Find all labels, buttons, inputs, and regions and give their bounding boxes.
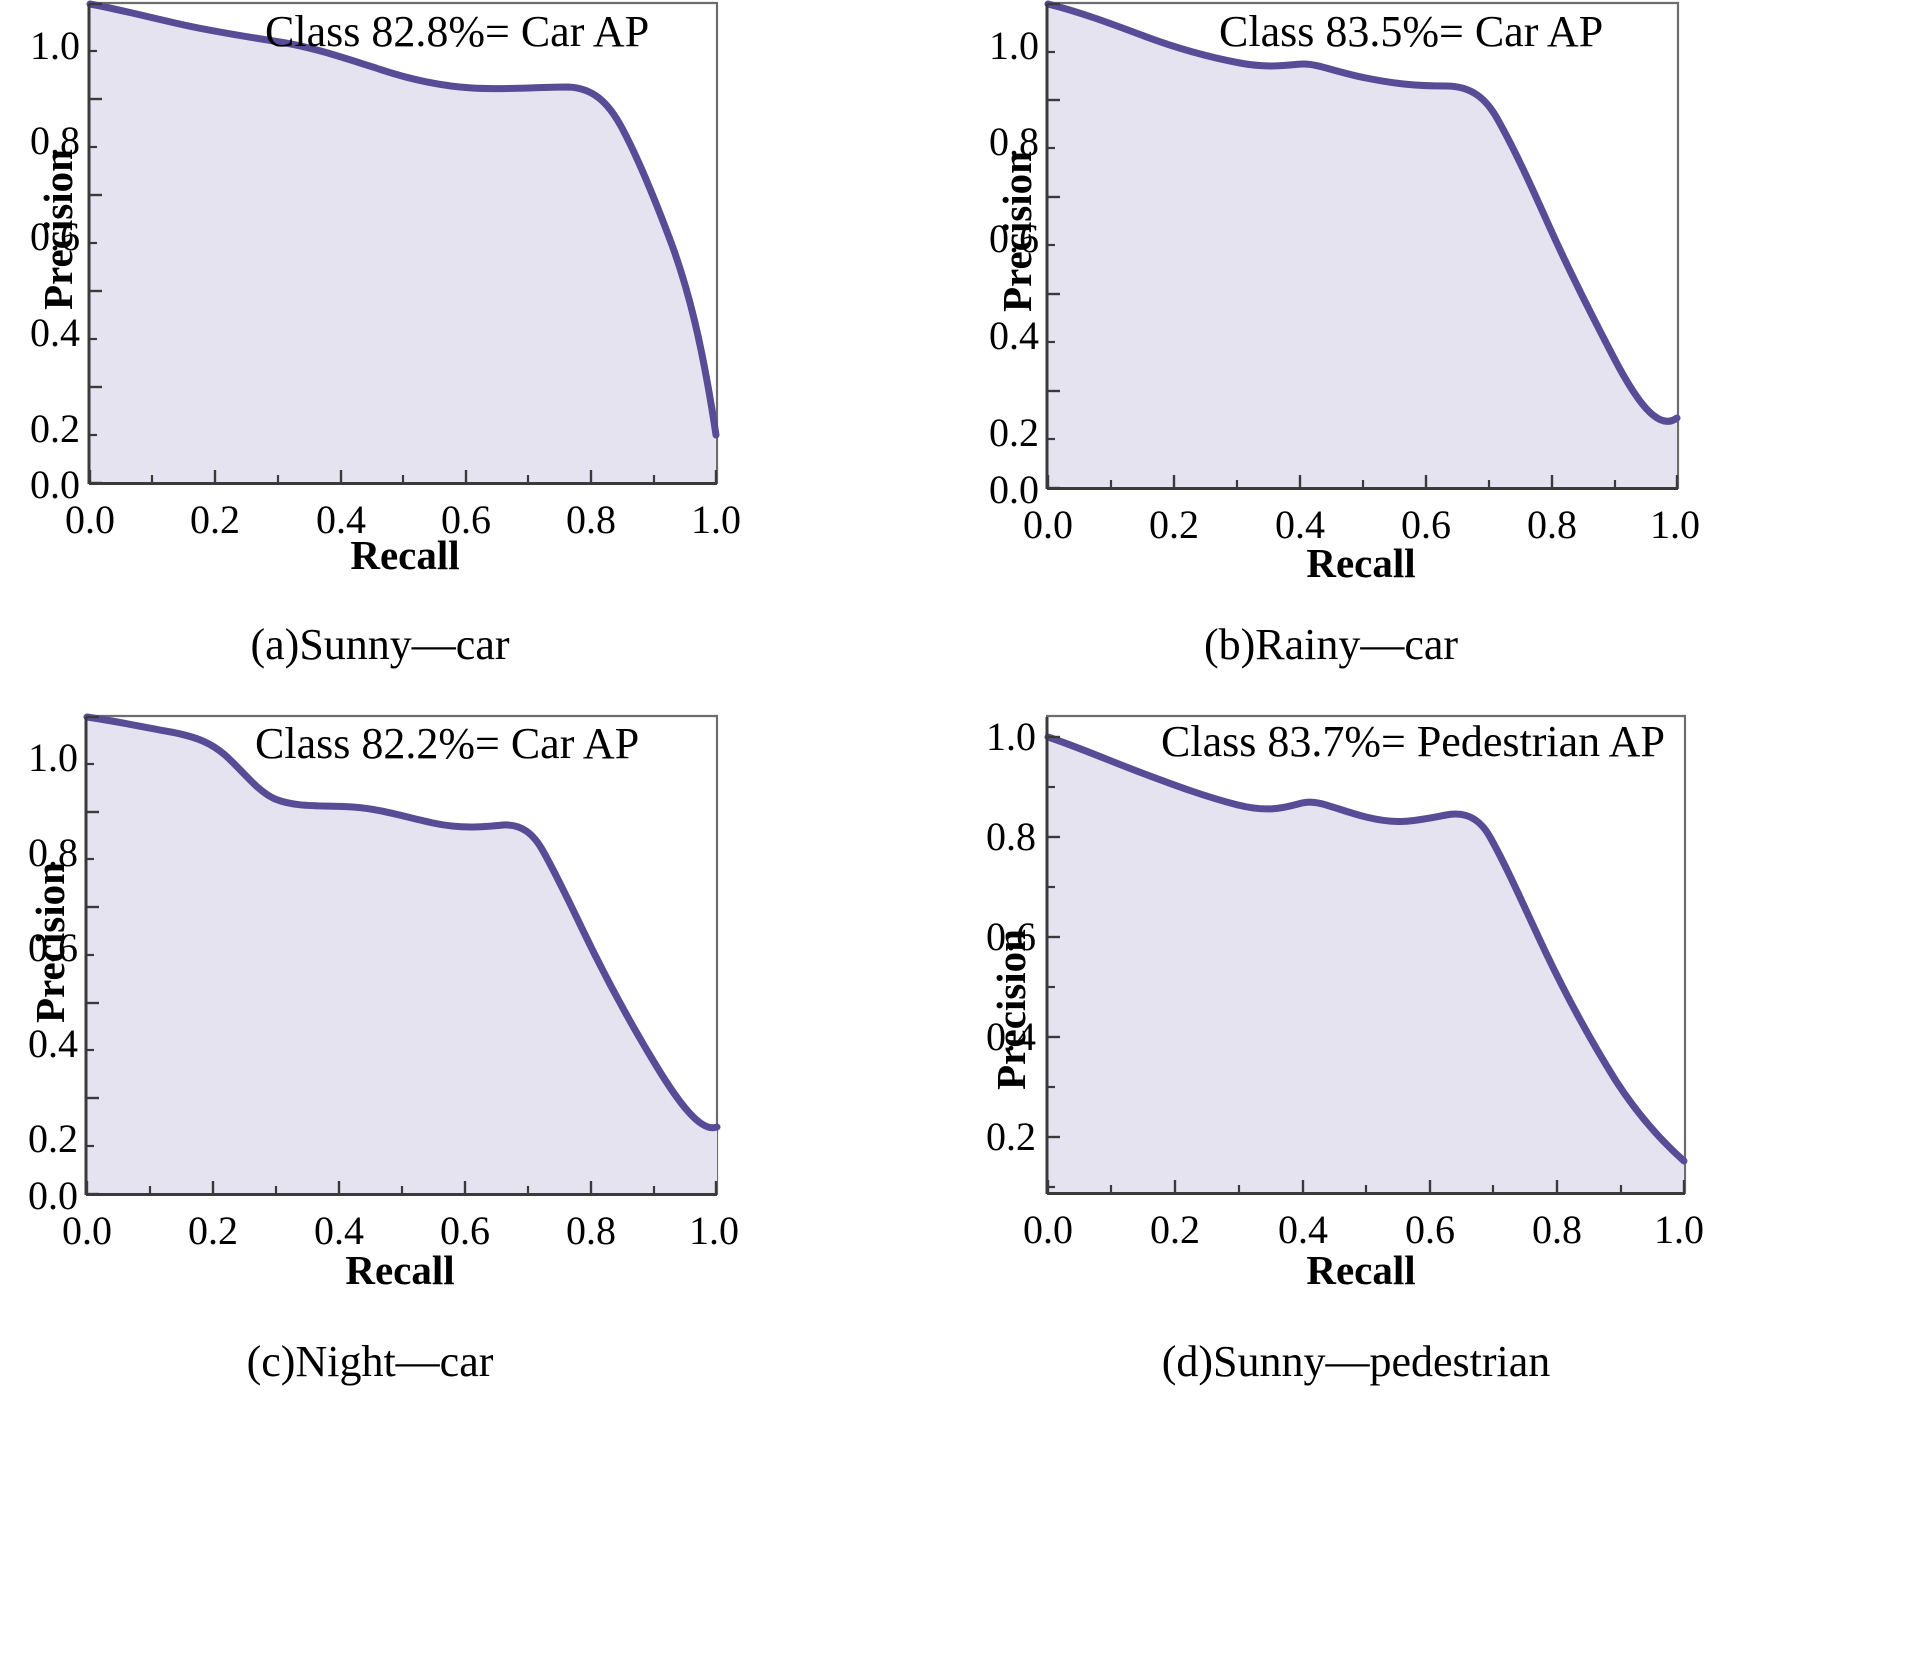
plot-area-a [86,0,720,485]
plot-frame-a [88,1,719,484]
y-ticklabel-b-2: 0.6 [989,216,1039,261]
x-ticklabel-d-5: 1.0 [1654,1207,1704,1252]
y-ticklabel-a-3: 0.4 [30,310,80,355]
plot-frame-d [1046,714,1687,1194]
y-axis-title-b: Precision [994,151,1040,312]
x-ticklabel-a-0: 0.0 [65,497,115,542]
area-fill-c [87,717,717,1194]
plot-frame-b [1046,1,1680,489]
plot-svg-c [83,713,721,1196]
panel-caption-d: (d)Sunny—pedestrian [1161,1337,1551,1386]
pr-curve-b [1044,0,1681,425]
plot-area-c [83,713,721,1196]
ap-label-a: Class 82.8%= Car AP [265,7,650,56]
x-ticklabel-b-5: 1.0 [1650,502,1700,547]
y-axis-title-d: Precision [988,929,1034,1090]
x-ticks-b [1046,475,1679,488]
x-ticklabel-c-2: 0.4 [314,1208,364,1253]
plot-svg-b [1044,0,1681,490]
x-ticklabel-b-4: 0.8 [1527,502,1577,547]
x-ticklabel-c-3: 0.6 [440,1208,490,1253]
x-ticklabel-a-5: 1.0 [691,497,741,542]
y-ticklabel-d-1: 0.8 [986,814,1036,859]
x-ticklabel-a-2: 0.4 [316,497,366,542]
x-ticks-c [85,1181,718,1194]
y-ticks-a [89,2,102,485]
y-ticklabel-c-4: 0.2 [28,1116,78,1161]
x-ticklabel-a-4: 0.8 [566,497,616,542]
pr-curve-a [86,0,720,439]
x-ticklabel-c-4: 0.8 [566,1208,616,1253]
y-ticks-d [1047,735,1060,1189]
y-ticklabel-b-5: 0.0 [989,467,1039,512]
y-ticklabel-c-2: 0.6 [28,925,78,970]
y-ticklabel-a-2: 0.6 [30,214,80,259]
panel-b-rainy-car: 1.0 0.8 0.6 0.4 0.2 0.0 0.0 0.2 0.4 0.6 … [961,0,1922,690]
x-ticklabel-b-1: 0.2 [1149,502,1199,547]
x-ticklabel-a-1: 0.2 [190,497,240,542]
y-ticklabel-d-3: 0.4 [986,1014,1036,1059]
plot-area-b [1044,0,1681,490]
ap-label-b: Class 83.5%= Car AP [1219,7,1604,56]
area-fill-d [1048,737,1684,1193]
panel-caption-a: (a)Sunny—car [250,620,510,669]
ap-label-c: Class 82.2%= Car AP [255,719,640,768]
y-ticklabel-c-3: 0.4 [28,1021,78,1066]
y-ticklabel-b-3: 0.4 [989,313,1039,358]
x-ticklabel-c-0: 0.0 [62,1208,112,1253]
y-ticklabel-d-4: 0.2 [986,1114,1036,1159]
pr-curve-c [83,713,721,1132]
x-ticklabel-d-1: 0.2 [1150,1207,1200,1252]
y-ticklabel-c-5: 0.0 [28,1173,78,1218]
y-ticklabel-c-1: 0.8 [28,830,78,875]
x-axis-title-a: Recall [350,532,460,578]
y-ticklabel-d-2: 0.6 [986,914,1036,959]
y-ticklabel-b-0: 1.0 [989,23,1039,68]
y-ticklabel-c-0: 1.0 [28,735,78,780]
panel-c-night-car: 1.0 0.8 0.6 0.4 0.2 0.0 0.0 0.2 0.4 0.6 … [0,690,961,1677]
x-ticklabel-d-4: 0.8 [1532,1207,1582,1252]
ap-label-d: Class 83.7%= Pedestrian AP [1161,717,1665,766]
area-fill-a [90,4,716,483]
x-axis-title-c: Recall [345,1247,455,1293]
x-ticklabel-d-2: 0.4 [1278,1207,1328,1252]
y-ticklabel-d-0: 1.0 [986,714,1036,759]
x-ticklabel-b-3: 0.6 [1401,502,1451,547]
y-axis-title-a: Precision [35,149,81,310]
x-ticklabel-d-0: 0.0 [1023,1207,1073,1252]
x-ticks-a [88,470,718,483]
plot-area-d [1044,714,1688,1195]
area-fill-b [1048,4,1677,488]
x-ticklabel-b-0: 0.0 [1023,502,1073,547]
plot-frame-c [85,714,719,1195]
x-ticklabel-c-5: 1.0 [689,1208,739,1253]
panel-caption-c: (c)Night—car [246,1337,494,1386]
x-ticks-d [1046,1180,1686,1193]
plot-svg-d [1044,714,1688,1195]
panel-d-sunny-pedestrian: 1.0 0.8 0.6 0.4 0.2 0.0 0.2 0.4 0.6 0.8 … [961,690,1922,1677]
y-ticklabel-a-1: 0.8 [30,118,80,163]
x-ticklabel-c-1: 0.2 [188,1208,238,1253]
x-ticklabel-a-3: 0.6 [441,497,491,542]
panel-caption-b: (b)Rainy—car [1203,620,1459,669]
y-ticklabel-b-1: 0.8 [989,119,1039,164]
pr-curve-d [1044,733,1688,1165]
x-axis-title-d: Recall [1306,1247,1416,1293]
x-ticklabel-b-2: 0.4 [1275,502,1325,547]
x-ticklabel-d-3: 0.6 [1405,1207,1455,1252]
y-ticklabel-a-4: 0.2 [30,406,80,451]
y-ticklabel-a-5: 0.0 [30,462,80,507]
y-ticklabel-b-4: 0.2 [989,410,1039,455]
x-axis-title-b: Recall [1306,540,1416,586]
y-ticklabel-a-0: 1.0 [30,23,80,68]
plot-svg-a [86,0,720,485]
y-axis-title-c: Precision [27,862,73,1023]
panel-a-sunny-car: 1.0 0.8 0.6 0.4 0.2 0.0 0.0 0.2 0.4 0.6 … [0,0,961,690]
